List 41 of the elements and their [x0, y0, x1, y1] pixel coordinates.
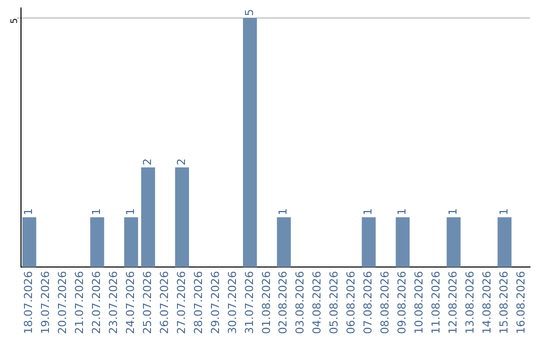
data-label: 1: [362, 208, 375, 216]
data-label: 1: [124, 208, 137, 216]
data-label: 5: [242, 8, 256, 16]
x-tick-label: 07.08.2026: [362, 271, 375, 334]
x-tick-label: 10.08.2026: [412, 271, 426, 334]
data-label: 1: [90, 208, 104, 216]
data-label: 2: [140, 158, 154, 166]
x-tick-label: 30.07.2026: [226, 271, 239, 334]
x-tick-label: 12.08.2026: [446, 271, 460, 334]
x-tick-label: 03.08.2026: [294, 271, 307, 334]
x-tick-label: 02.08.2026: [276, 271, 290, 334]
data-label: 1: [22, 208, 36, 216]
x-tick-label: 28.07.2026: [192, 271, 205, 334]
x-tick-label: 18.07.2026: [22, 271, 36, 334]
data-label: 1: [446, 208, 460, 216]
x-tick-label: 23.07.2026: [107, 271, 120, 334]
x-tick-label: 05.08.2026: [328, 271, 341, 334]
data-label: 1: [497, 208, 510, 216]
x-tick-label: 29.07.2026: [208, 271, 222, 334]
x-tick-label: 24.07.2026: [124, 271, 137, 334]
x-tick-label: 01.08.2026: [260, 271, 273, 334]
x-tick-label: 13.08.2026: [463, 271, 476, 334]
x-tick-label: 21.07.2026: [73, 271, 86, 334]
data-label: 1: [276, 208, 290, 216]
x-tick-label: 09.08.2026: [396, 271, 409, 334]
x-tick-label: 16.08.2026: [514, 271, 528, 334]
x-tick-label: 22.07.2026: [90, 271, 104, 334]
x-tick-label: 26.07.2026: [158, 271, 171, 334]
x-tick-label: 06.08.2026: [344, 271, 358, 334]
data-label: 2: [174, 158, 188, 166]
x-tick-label: 27.07.2026: [174, 271, 188, 334]
x-tick-label: 04.08.2026: [310, 271, 324, 334]
x-tick-label: 20.07.2026: [56, 271, 70, 334]
x-tick-label: 15.08.2026: [497, 271, 510, 334]
x-tick-label: 11.08.2026: [430, 271, 443, 334]
x-tick-label: 14.08.2026: [480, 271, 494, 334]
x-tick-label: 31.07.2026: [242, 271, 256, 334]
x-tick-label: 08.08.2026: [378, 271, 392, 334]
x-tick-label: 19.07.2026: [39, 271, 52, 334]
data-label: 1: [396, 208, 409, 216]
x-tick-label: 25.07.2026: [140, 271, 154, 334]
